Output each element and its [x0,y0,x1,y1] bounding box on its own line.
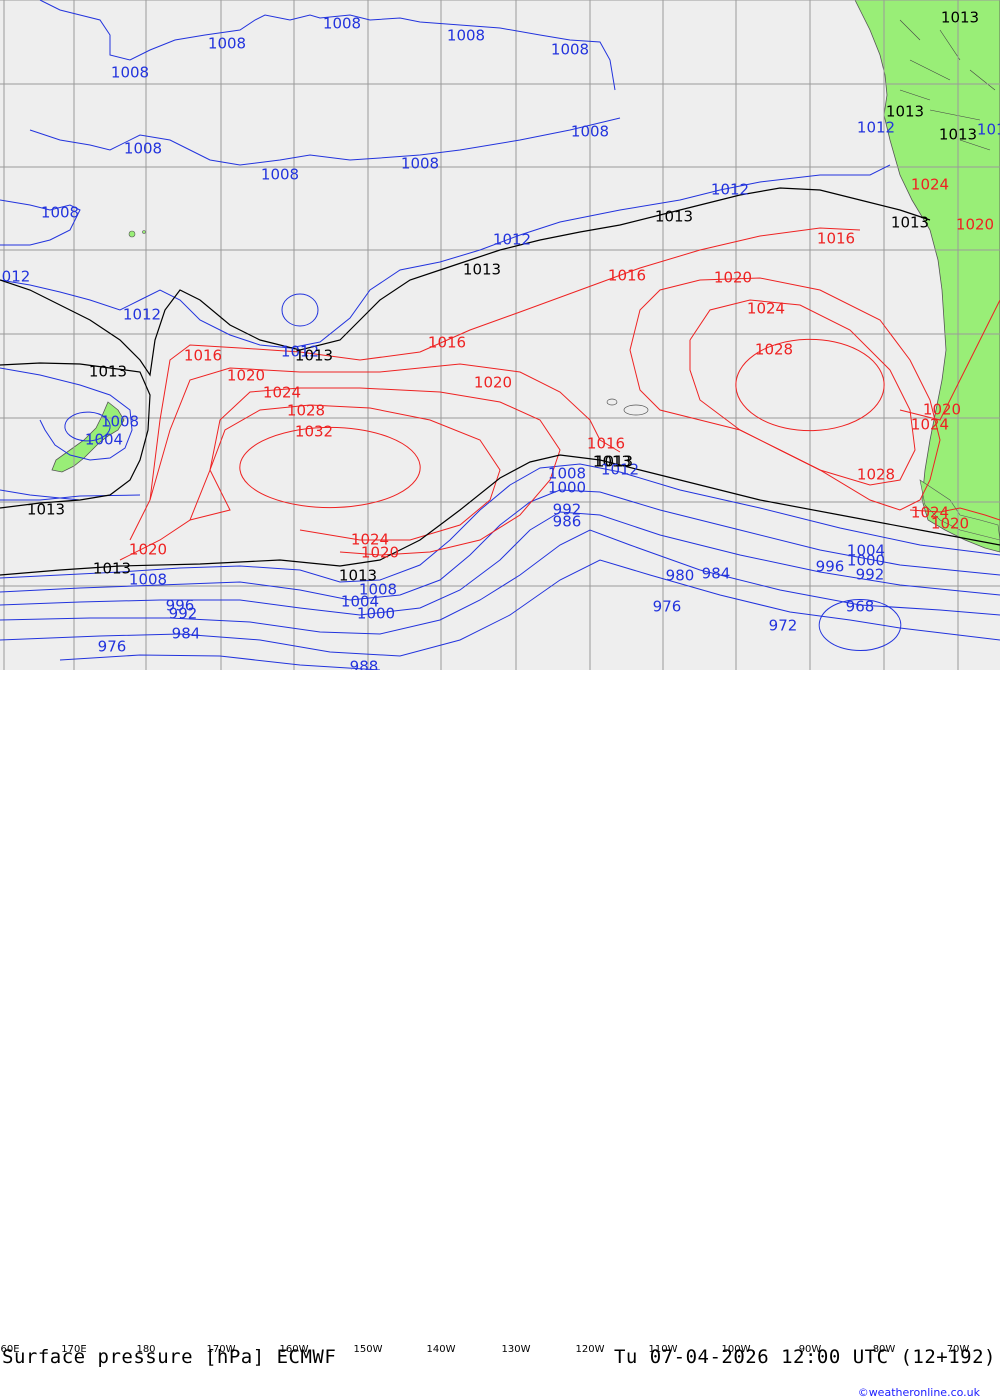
credit-link[interactable]: ©weatheronline.co.uk [857,1386,980,1399]
isobar-label: 1013 [593,453,631,471]
isobar-label: 1004 [341,593,379,611]
isobar-label: 1012 [123,306,161,324]
isobar-label: 1008 [111,64,149,82]
land-islands [128,230,1000,541]
land-south-america [854,0,1000,553]
isobar-label: 996 [816,558,845,576]
isobar-label: 1020 [474,374,512,392]
isobar-label: 1013 [655,208,693,226]
isobar-label: 1013 [939,126,977,144]
footer: 60E 170E 180 170W 160W 150W 140W 130W 120W 110W 10… [0,670,1000,1399]
isobar-label: 1020 [956,216,994,234]
isobar-label: 1008 [359,581,397,599]
isobar-label: 1012 [977,121,1000,139]
isobar-label: 1000 [357,605,395,623]
isobar-label: 1008 [548,465,586,483]
pressure-map: 1008 1008 1008 1008 1008 1008 1008 1008 1008 1008… [0,0,1000,670]
isobar-label: 1013 [295,347,333,365]
isobar-label: 986 [553,513,582,531]
isobar-label: 972 [769,617,798,635]
isobar-label: 1008 [551,41,589,59]
isobar-label: 1020 [227,367,265,385]
isobar-label: 1012 [711,181,749,199]
isobar-label: 1013 [595,453,633,471]
isobar-label: 968 [846,598,875,616]
isobar-label: 992 [856,566,885,584]
isobar-label: 996 [166,597,195,615]
isobar-label: 1008 [261,166,299,184]
isobar-label: 1013 [463,261,501,279]
isobar-label: 1008 [208,35,246,53]
isobar-label: 1013 [941,9,979,27]
lat-lon-grid [0,0,1000,670]
isobar-label: 1013 [89,363,127,381]
isobar-label: 1016 [184,347,222,365]
isobar-label: 1012 [857,119,895,137]
isobar-label: 1028 [755,341,793,359]
isobar-label: 1020 [923,401,961,419]
isobar-label: 976 [98,638,127,656]
isobar-label: 1008 [401,155,439,173]
isobar-label: 1008 [41,204,79,222]
isobar-label: 1008 [101,413,139,431]
isobar-label: 1013 [27,501,65,519]
isobars-1013 [0,187,1000,576]
isobar-label: 1028 [857,466,895,484]
isobar-label: 1000 [847,552,885,570]
isobar-label: 1024 [911,504,949,522]
isobar-label: 1013 [93,560,131,578]
isobar-label: 1012 [601,461,639,479]
isobar-label: 1004 [85,431,123,449]
isobar-label: 1032 [295,423,333,441]
ocean-background [0,0,1000,670]
isobar-label: 1008 [124,140,162,158]
isobar-label: 976 [653,598,682,616]
longitude-label: 150W [353,1344,383,1355]
isobar-label: 1008 [447,27,485,45]
isobar-label: 1000 [548,479,586,497]
valid-time: Tu 07-04-2026 12:00 UTC (12+192) [613,1346,996,1368]
isobar-label: 992 [169,605,198,623]
longitude-label: 140W [426,1344,456,1355]
isobar-label: 1020 [931,515,969,533]
isobar-label: 984 [702,565,731,583]
longitude-label: 120W [575,1344,605,1355]
isobar-label: 1013 [339,567,377,585]
isobar-label: 1024 [747,300,785,318]
isobar-label: 1020 [129,541,167,559]
map-title: Surface pressure [hPa] ECMWF [2,1346,337,1368]
isobar-label: 1016 [428,334,466,352]
isobar-label: 980 [666,567,695,585]
isobar-label: 1020 [714,269,752,287]
isobar-label: 1013 [886,103,924,121]
isobar-label: 1016 [817,230,855,248]
isobar-label: 1016 [587,435,625,453]
isobar-label: 1008 [323,15,361,33]
isobar-label: 988 [350,658,379,671]
isobar-label: 1024 [911,176,949,194]
isobar-label: 1004 [847,542,885,560]
isobar-labels: 1008 1008 1008 1008 1008 1008 1008 1008 1008 1008… [2,9,1000,671]
isobar-label: 1024 [351,531,389,549]
isobar-label: 1008 [129,571,167,589]
isobar-label: 984 [172,625,201,643]
isobar-label: 012 [2,268,31,286]
isobar-label: 1028 [287,402,325,420]
isobar-label: 1008 [571,123,609,141]
isobar-label: 1024 [911,416,949,434]
isobar-label: 1020 [361,544,399,562]
isobar-label: 1012 [493,231,531,249]
isobar-label: 1024 [263,384,301,402]
isobar-label: 1016 [608,267,646,285]
isobar-label: 1012 [281,343,319,361]
isobar-label: 992 [553,501,582,519]
longitude-label: 130W [501,1344,531,1355]
isobar-label: 1013 [891,214,929,232]
